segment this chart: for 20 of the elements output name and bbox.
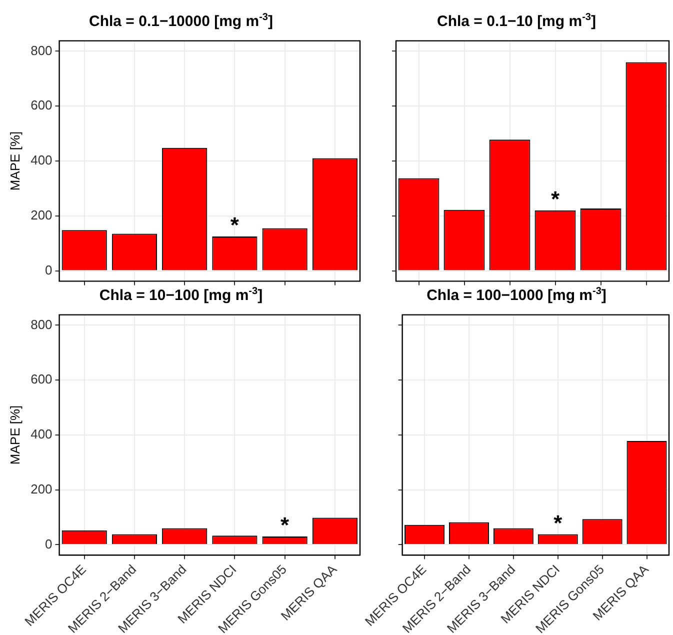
y-tick-label: 200 xyxy=(30,207,52,222)
chart-title: Chla = 0.1−10000 [mg m$^{-3}$] xyxy=(88,11,274,30)
y-tick-label: 0 xyxy=(45,536,52,552)
y-tick-label: 600 xyxy=(30,98,52,113)
annotation: * xyxy=(230,212,240,238)
annotation: * xyxy=(554,510,563,536)
y-tick-label: 800 xyxy=(30,316,52,332)
chart-title: Chla = 0.1−10 [mg m$^{-3}$] xyxy=(436,11,597,30)
y-axis-title: MAPE [%] xyxy=(7,131,22,191)
y-tick-label: 400 xyxy=(30,152,52,168)
annotation: * xyxy=(280,512,290,538)
y-tick-label: 200 xyxy=(30,481,52,496)
y-tick-label: 0 xyxy=(45,262,52,278)
y-tick-label: 400 xyxy=(30,426,52,442)
y-tick-label: 800 xyxy=(30,42,52,58)
y-axis-title: MAPE [%] xyxy=(7,405,22,465)
y-tick-label: 600 xyxy=(30,372,52,387)
chart-title: Chla = 100−1000 [mg m$^{-3}$] xyxy=(426,285,608,304)
chart-title: Chla = 10−100 [mg m$^{-3}$] xyxy=(98,285,264,304)
annotation: * xyxy=(550,186,560,212)
